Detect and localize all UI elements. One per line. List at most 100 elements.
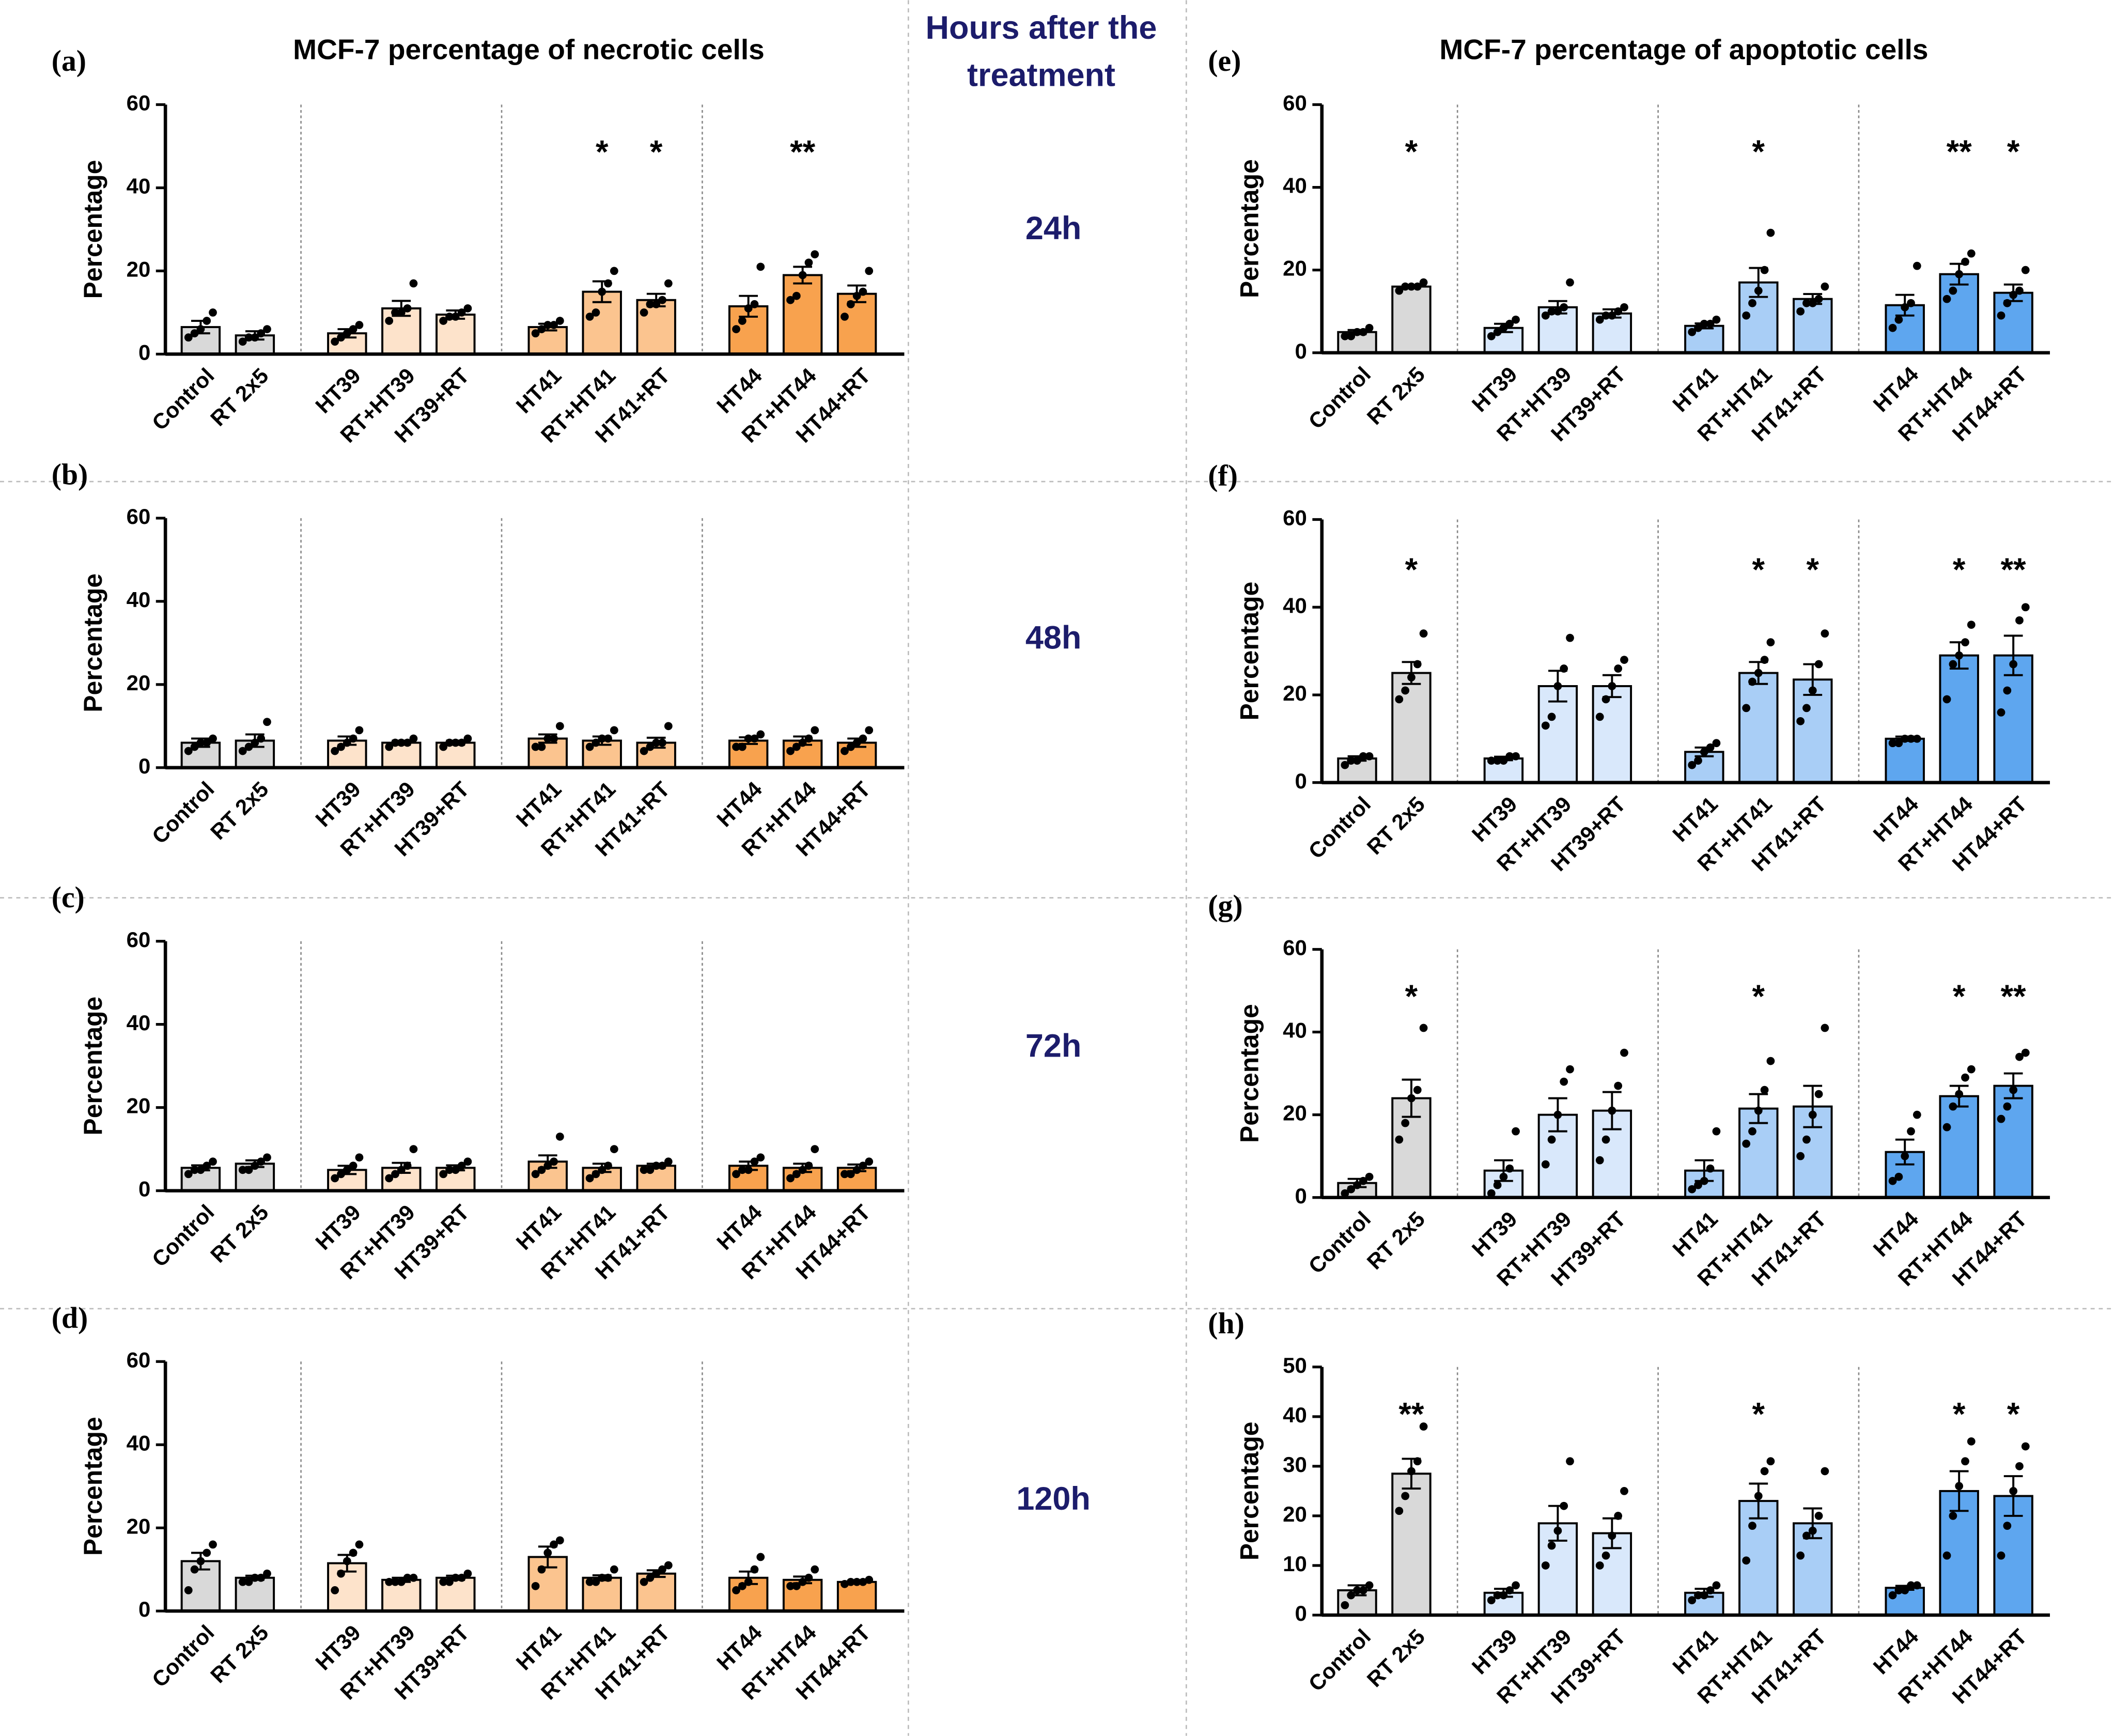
data-point	[439, 1577, 448, 1586]
data-point	[1493, 1181, 1502, 1189]
y-tick-label: 40	[1283, 593, 1307, 617]
data-point	[859, 1577, 867, 1586]
data-point	[732, 325, 740, 333]
y-tick-label: 60	[1283, 91, 1307, 115]
data-point	[1961, 638, 1969, 647]
panel-label: (e)	[1208, 45, 1241, 78]
data-point	[2009, 660, 2018, 669]
data-point	[463, 304, 472, 313]
data-point	[409, 1573, 418, 1582]
data-point	[445, 738, 454, 747]
data-point	[598, 1573, 606, 1582]
data-point	[555, 317, 564, 325]
data-point	[1688, 1596, 1697, 1605]
data-point	[1560, 303, 1568, 312]
data-point	[397, 308, 406, 317]
data-point	[1694, 1181, 1702, 1189]
data-point	[184, 333, 193, 342]
y-tick-label: 60	[1283, 506, 1307, 530]
data-point	[792, 1170, 801, 1179]
data-point	[786, 747, 795, 755]
y-tick-label: 40	[1283, 1018, 1307, 1043]
data-point	[756, 1153, 765, 1162]
data-point	[1620, 1487, 1628, 1495]
data-point	[1341, 761, 1349, 769]
data-point	[1754, 1106, 1763, 1115]
bar	[1391, 1473, 1432, 1616]
data-point	[640, 1166, 648, 1174]
data-point	[196, 1557, 205, 1566]
data-point	[1365, 1581, 1374, 1590]
bar	[1391, 285, 1432, 354]
data-point	[792, 742, 801, 751]
data-point	[543, 321, 552, 329]
data-point	[658, 1565, 666, 1574]
data-point	[852, 738, 861, 747]
data-point	[846, 1577, 855, 1586]
data-point	[550, 321, 558, 329]
data-point	[1949, 286, 1957, 295]
data-point	[203, 738, 211, 747]
bar	[1939, 273, 1979, 354]
data-point	[756, 730, 765, 739]
significance: *	[1953, 552, 1966, 588]
significance: *	[1807, 552, 1819, 588]
data-point	[592, 1170, 600, 1179]
data-point	[331, 337, 339, 346]
data-point	[1541, 1561, 1550, 1570]
data-point	[244, 742, 253, 751]
data-point	[1894, 315, 1903, 324]
data-point	[1608, 1106, 1616, 1115]
data-point	[1961, 1457, 1969, 1466]
data-point	[1814, 1512, 1823, 1520]
bar	[1993, 1084, 2033, 1199]
data-point	[738, 742, 747, 751]
data-point	[646, 300, 655, 308]
data-point	[1760, 656, 1769, 664]
data-point	[1912, 1581, 1921, 1590]
data-point	[865, 1157, 874, 1166]
y-tick-label: 20	[1283, 681, 1307, 705]
data-point	[1912, 1110, 1921, 1119]
data-point	[190, 1166, 199, 1174]
data-point	[531, 742, 540, 751]
y-axis-label: Percentage	[1235, 582, 1264, 721]
data-point	[786, 1582, 795, 1590]
data-point	[1694, 1591, 1702, 1600]
data-point	[190, 329, 199, 338]
data-point	[1949, 1512, 1957, 1520]
data-point	[1601, 311, 1610, 320]
data-point	[1512, 1581, 1520, 1590]
data-point	[543, 1548, 552, 1557]
data-point	[457, 308, 466, 317]
y-tick-label: 20	[1283, 256, 1307, 281]
data-point	[1347, 756, 1356, 765]
data-point	[337, 742, 345, 751]
data-point	[463, 734, 472, 743]
data-point	[804, 258, 813, 267]
data-point	[1499, 1172, 1508, 1181]
data-point	[451, 313, 460, 321]
y-tick-label: 0	[1295, 1601, 1307, 1625]
data-point	[203, 1548, 211, 1557]
data-point	[537, 1565, 546, 1574]
data-point	[343, 1166, 351, 1174]
data-point	[331, 1174, 339, 1183]
data-point	[1901, 303, 1909, 312]
data-point	[403, 304, 412, 313]
data-point	[385, 1174, 394, 1183]
y-tick-label: 20	[127, 1094, 151, 1118]
y-tick-label: 40	[127, 1431, 151, 1455]
data-point	[391, 738, 399, 747]
data-point	[732, 742, 740, 751]
significance: *	[1752, 134, 1765, 170]
data-point	[439, 1170, 448, 1179]
data-point	[1742, 1556, 1751, 1565]
data-point	[1821, 1024, 1829, 1032]
data-point	[1700, 748, 1708, 756]
data-point	[585, 742, 594, 751]
data-point	[349, 734, 357, 743]
data-point	[1742, 1139, 1751, 1148]
data-point	[865, 726, 874, 735]
